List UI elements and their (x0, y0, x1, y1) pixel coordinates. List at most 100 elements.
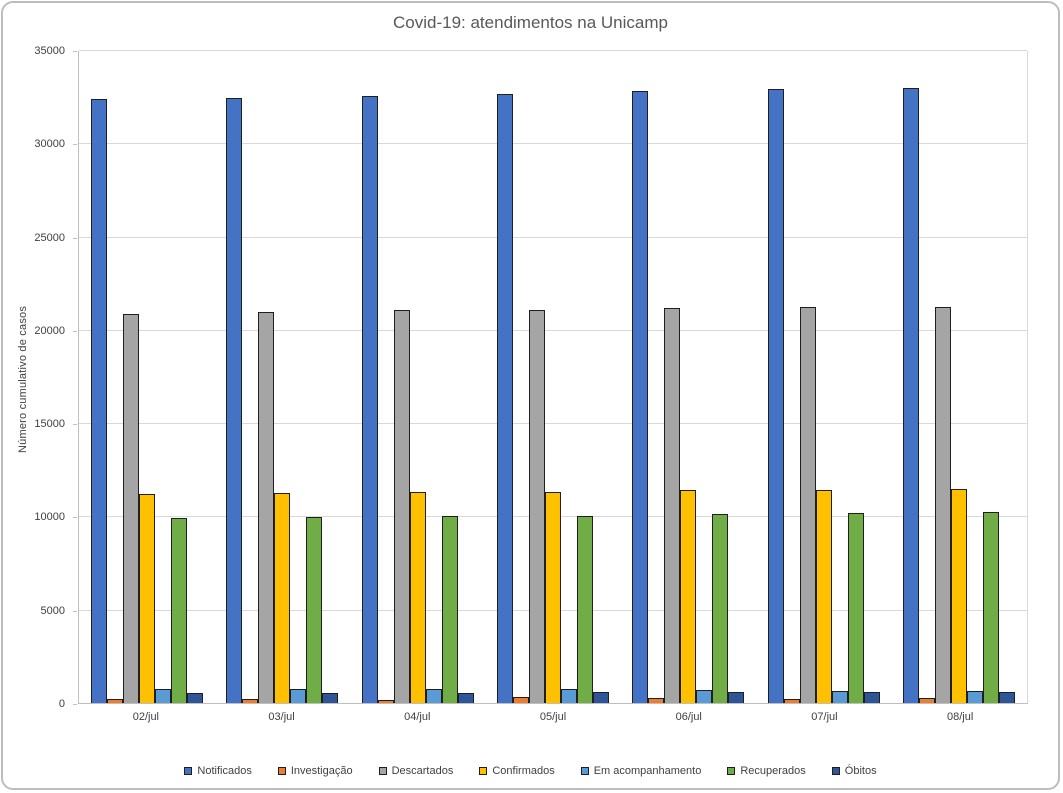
y-tick-label-5000: 5000 (40, 604, 65, 617)
bar-group-06/jul (621, 51, 756, 704)
bar-group-05/jul (485, 51, 620, 704)
bar-investigação-05/jul (512, 697, 529, 704)
bar-confirmados-06/jul (680, 490, 697, 704)
x-axis-line (78, 703, 1028, 704)
legend-label: Notificados (197, 765, 252, 777)
legend-marker-icon (580, 767, 589, 775)
x-tick-label-05/jul: 05/jul (539, 711, 567, 723)
x-tick-label-07/jul: 07/jul (811, 711, 838, 723)
y-tick-label-20000: 20000 (34, 324, 65, 337)
bar-group-04/jul (350, 51, 485, 704)
legend-marker-icon (378, 767, 387, 775)
bar-notificados-06/jul (632, 91, 649, 704)
y-tick-mark (73, 610, 77, 612)
y-tick-mark (73, 237, 77, 239)
y-tick-mark (73, 517, 77, 519)
legend-item-em-acompanhamento: Em acompanhamento (580, 765, 702, 777)
bar-em-acompanhamento-03/jul (290, 689, 307, 704)
y-tick-mark (73, 144, 77, 146)
y-tick-mark (73, 704, 77, 705)
legend-item-descartados: Descartados (378, 765, 454, 777)
legend-label: Recuperados (740, 765, 806, 777)
gridline-15000 (79, 423, 1027, 425)
legend-label: Óbitos (844, 765, 877, 777)
bar-confirmados-05/jul (544, 491, 561, 704)
bar-em-acompanhamento-04/jul (425, 689, 442, 704)
legend-label: Descartados (391, 765, 454, 777)
bar-em-acompanhamento-02/jul (154, 688, 171, 704)
legend-item-recuperados: Recuperados (727, 765, 806, 777)
bar-notificados-03/jul (226, 97, 243, 704)
bar-em-acompanhamento-05/jul (560, 689, 577, 704)
bar-descartados-03/jul (258, 312, 275, 704)
bar-investigação-03/jul (242, 699, 259, 704)
y-tick-label-25000: 25000 (34, 231, 65, 244)
bar-recuperados-03/jul (306, 517, 323, 704)
bar-confirmados-07/jul (815, 489, 832, 704)
bar-óbitos-08/jul (999, 692, 1016, 704)
bar-descartados-08/jul (935, 306, 952, 704)
y-tick-mark (73, 424, 77, 426)
bar-confirmados-08/jul (951, 488, 968, 704)
bar-group-08/jul (892, 51, 1027, 704)
bar-investigação-08/jul (919, 697, 936, 704)
bar-notificados-08/jul (903, 88, 920, 704)
legend-label: Confirmados (492, 765, 555, 777)
bar-em-acompanhamento-07/jul (831, 690, 848, 704)
legend-marker-icon (479, 767, 488, 775)
legend-marker-icon (184, 767, 193, 775)
bar-group-03/jul (214, 51, 349, 704)
bar-recuperados-02/jul (170, 517, 187, 704)
bar-recuperados-06/jul (712, 514, 729, 704)
legend-item-óbitos: Óbitos (831, 765, 877, 777)
bar-group-07/jul (756, 51, 891, 704)
bar-descartados-05/jul (528, 310, 545, 704)
legend: Notificados Investigação Descartados Confir… (3, 765, 1058, 777)
y-tick-label-15000: 15000 (34, 418, 65, 431)
bar-group-02/jul (79, 51, 214, 704)
y-tick-label-0: 0 (58, 698, 65, 710)
gridline-25000 (79, 236, 1027, 238)
bar-confirmados-04/jul (409, 492, 426, 704)
bar-investigação-02/jul (106, 699, 123, 704)
legend-label: Investigação (290, 765, 353, 777)
bar-investigação-04/jul (377, 700, 394, 704)
bar-em-acompanhamento-08/jul (967, 691, 984, 704)
bar-óbitos-03/jul (322, 692, 339, 704)
bar-notificados-05/jul (496, 93, 513, 704)
x-tick-label-04/jul: 04/jul (404, 711, 431, 723)
bar-óbitos-07/jul (863, 692, 880, 704)
bar-notificados-02/jul (90, 98, 107, 704)
bar-descartados-04/jul (393, 310, 410, 704)
x-tick-label-03/jul: 03/jul (268, 711, 295, 723)
x-axis-tick-labels: 02/jul 03/jul 04/jul 05/jul 06/jul 07/jul 08/j… (78, 711, 1028, 723)
x-tick-label-02/jul: 02/jul (132, 711, 159, 723)
x-tick-label-08/jul: 08/jul (947, 711, 974, 723)
bar-óbitos-02/jul (186, 692, 203, 704)
legend-label: Em acompanhamento (593, 765, 702, 777)
chart-title: Covid-19: atendimentos na Unicamp (393, 13, 668, 32)
bar-recuperados-08/jul (983, 511, 1000, 704)
legend-item-notificados: Notificados (184, 765, 252, 777)
bar-óbitos-04/jul (457, 692, 474, 704)
bar-investigação-07/jul (783, 699, 800, 704)
bar-notificados-04/jul (361, 96, 378, 704)
bar-em-acompanhamento-06/jul (696, 690, 713, 704)
bar-descartados-02/jul (122, 314, 139, 704)
bar-confirmados-02/jul (138, 493, 155, 704)
bar-confirmados-03/jul (274, 492, 291, 704)
y-tick-mark (73, 51, 77, 52)
y-tick-label-35000: 35000 (34, 45, 65, 57)
y-tick-mark (73, 330, 77, 332)
y-tick-label-10000: 10000 (34, 511, 65, 524)
bar-óbitos-06/jul (728, 692, 745, 704)
x-tick-label-06/jul: 06/jul (675, 711, 702, 723)
bar-descartados-07/jul (799, 307, 816, 704)
bar-recuperados-05/jul (576, 516, 593, 704)
bar-recuperados-07/jul (847, 512, 864, 704)
gridline-35000 (79, 50, 1027, 51)
bar-groups (79, 51, 1027, 704)
legend-marker-icon (727, 767, 736, 775)
bar-investigação-06/jul (648, 698, 665, 704)
